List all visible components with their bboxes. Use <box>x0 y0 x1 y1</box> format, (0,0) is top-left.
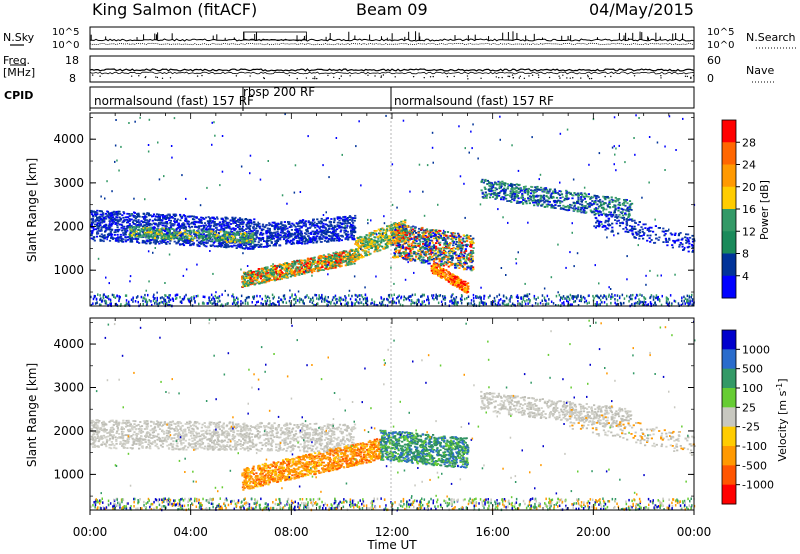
cpid-panel: CPID normalsound (fast) 157 RF rbsp 200 … <box>4 85 695 111</box>
range-tick-label: 1000 <box>53 263 84 277</box>
colorbar-swatch <box>722 142 736 165</box>
time-tick-label: 20:00 <box>576 525 611 539</box>
freq-left-tick-bottom: 8 <box>69 72 76 85</box>
cpid-segment-3: normalsound (fast) 157 RF <box>394 94 554 108</box>
time-axis: 00:00 04:00 08:00 12:00 16:00 20:00 00:00 <box>73 113 712 539</box>
colorbar-tick-label: 8 <box>742 248 749 261</box>
cpid-label: CPID <box>4 89 33 102</box>
time-tick-label: 08:00 <box>274 525 309 539</box>
range-tick-label: 4000 <box>53 337 84 351</box>
station-title: King Salmon (fitACF) <box>92 0 257 19</box>
time-tick-label: 04:00 <box>173 525 208 539</box>
time-tick-label: 12:00 <box>375 525 410 539</box>
colorbar-tick-label: -500 <box>742 459 767 472</box>
freq-left-tick-top: 18 <box>65 54 79 67</box>
colorbar-tick-label: 4 <box>742 270 749 283</box>
freq-right-tick-bottom: 0 <box>707 72 714 85</box>
cpid-segment-1: normalsound (fast) 157 RF <box>94 94 254 108</box>
velocity-colorbar-label: Velocity [m s-1] <box>775 378 790 461</box>
velocity-ylabel: Slant Range [km] <box>25 363 39 467</box>
colorbar-tick-label: 20 <box>742 181 756 194</box>
colorbar-tick-label: -1000 <box>742 479 774 492</box>
freq-right-tick-top: 60 <box>707 54 721 67</box>
colorbar-swatch <box>722 368 736 389</box>
colorbar-tick-label: -100 <box>742 440 767 453</box>
colorbar-swatch <box>722 330 736 350</box>
range-tick-label: 3000 <box>53 176 84 190</box>
colorbar-tick-label: -25 <box>742 421 760 434</box>
date-title: 04/May/2015 <box>589 0 694 19</box>
colorbar-tick-label: 28 <box>742 136 756 149</box>
colorbar-tick-label: 16 <box>742 203 756 216</box>
colorbar-swatch <box>722 426 736 447</box>
colorbar-swatch <box>722 484 736 505</box>
colorbar-swatch <box>722 253 736 277</box>
time-axis-label: Time UT <box>366 538 417 552</box>
colorbar-tick-label: 100 <box>742 382 763 395</box>
range-tick-label: 1000 <box>53 467 84 481</box>
colorbar-swatch <box>722 388 736 408</box>
freq-left-label-2: [MHz] <box>3 66 35 79</box>
noise-panel: N.Sky N.Search 10^5 10^0 10^5 10^0 <box>3 26 798 51</box>
colorbar-tick-label: 1000 <box>742 343 770 356</box>
time-tick-label: 00:00 <box>73 525 108 539</box>
colorbar-swatch <box>722 446 736 466</box>
power-ylabel: Slant Range [km] <box>25 158 39 262</box>
noise-left-tick-bottom: 10^0 <box>52 40 79 51</box>
freq-right-label: Nave <box>746 64 774 77</box>
range-tick-label: 2000 <box>53 220 84 234</box>
noise-right-tick-top: 10^5 <box>707 27 734 38</box>
colorbar-tick-label: 25 <box>742 401 756 414</box>
freq-panel: Freq. [MHz] Nave 18 8 60 0 <box>3 54 774 85</box>
colorbar-swatch <box>722 349 736 370</box>
colorbar-swatch <box>722 231 736 254</box>
time-tick-label: 00:00 <box>677 525 712 539</box>
cpid-segment-2: rbsp 200 RF <box>243 85 315 99</box>
colorbar-swatch <box>722 120 736 143</box>
colorbar-swatch <box>722 275 736 299</box>
velocity-panel: 1000 2000 3000 4000 Slant Range [km] 1000 50… <box>25 317 790 512</box>
noise-right-label: N.Search <box>746 31 796 44</box>
range-tick-label: 2000 <box>53 424 84 438</box>
range-tick-label: 4000 <box>53 132 84 146</box>
colorbar-swatch <box>722 465 736 486</box>
range-tick-label: 3000 <box>53 381 84 395</box>
colorbar-swatch <box>722 209 736 232</box>
colorbar-swatch <box>722 186 736 210</box>
time-tick-label: 16:00 <box>475 525 510 539</box>
colorbar-swatch <box>722 407 736 428</box>
power-colorbar-label: Power [dB] <box>758 180 771 240</box>
noise-left-label: N.Sky <box>3 31 35 44</box>
colorbar-tick-label: 500 <box>742 363 763 376</box>
colorbar-swatch <box>722 164 736 188</box>
colorbar-tick-label: 24 <box>742 159 756 172</box>
colorbar-tick-label: 12 <box>742 225 756 238</box>
freq-left-label-1: Freq. <box>3 54 30 67</box>
noise-right-tick-bottom: 10^0 <box>707 40 734 51</box>
noise-left-tick-top: 10^5 <box>52 27 79 38</box>
beam-title: Beam 09 <box>356 0 428 19</box>
power-panel: 1000 2000 3000 4000 Slant Range [km] 28 24 20… <box>25 112 771 308</box>
